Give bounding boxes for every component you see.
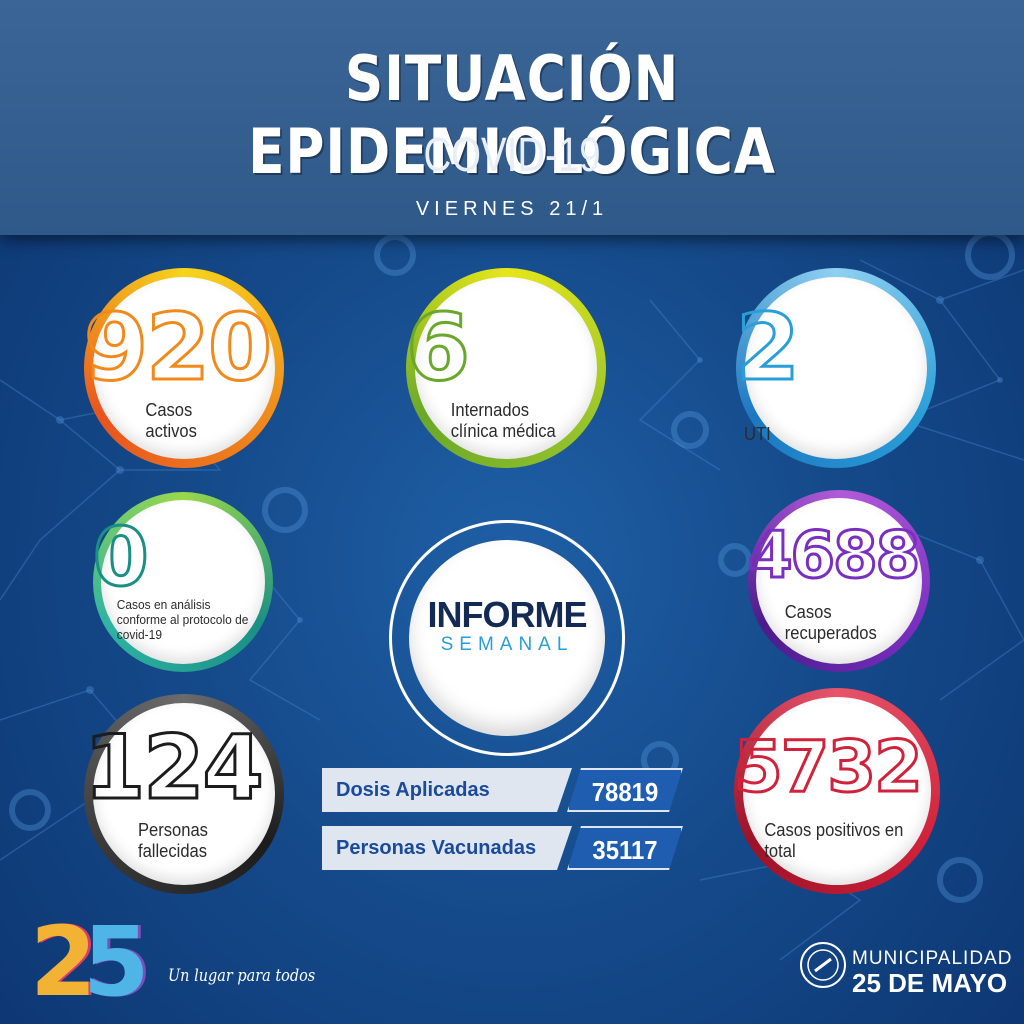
dosis-label: Dosis Aplicadas <box>322 768 572 812</box>
stat-label: UTI <box>744 424 771 444</box>
stat-label: Casos recuperados <box>784 602 877 643</box>
stat-fallecidas: 124 Personas fallecidas <box>83 694 284 894</box>
stat-value: 6 <box>405 294 472 401</box>
stat-value: 0 <box>92 511 151 604</box>
informe-circle <box>409 540 605 736</box>
page-title: SITUACIÓN EPIDEMIOLÓGICA <box>248 42 776 188</box>
header-banner: SITUACIÓN EPIDEMIOLÓGICA COVID-19 VIERNE… <box>0 0 1024 235</box>
stat-casos-activos: 920 Casos activos <box>83 268 284 468</box>
stat-label: Casos activos <box>145 400 197 441</box>
stat-circle <box>101 500 265 664</box>
stat-circle <box>745 277 927 459</box>
logo-25: 25 <box>30 912 150 1012</box>
personas-value: 35117 <box>567 826 683 870</box>
stat-value: 4688 <box>747 519 922 593</box>
municipality-name: MUNICIPALIDAD <box>852 948 1013 969</box>
report-date: VIERNES 21/1 <box>415 198 609 220</box>
stat-uti: 2 UTI <box>735 268 936 468</box>
stat-circle <box>93 277 275 459</box>
municipal-seal-icon <box>800 942 846 988</box>
informe-title: INFORME <box>427 594 588 635</box>
vacc-row-personas: Personas Vacunadas 35117 <box>322 826 692 870</box>
stat-internados: 6 Internados clínica médica <box>405 268 606 468</box>
stat-circle <box>93 703 275 885</box>
stat-circle <box>743 697 931 885</box>
stat-value: 2 <box>735 294 802 401</box>
slogan: Un lugar para todos <box>168 966 316 986</box>
stat-label: Casos positivos en total <box>764 820 904 861</box>
stat-en-analisis: 0 Casos en análisis conforme al protocol… <box>92 492 273 672</box>
informe-ring <box>389 520 625 756</box>
stat-positivos-total: 5732 Casos positivos en total <box>733 688 940 894</box>
stat-circle <box>756 498 922 664</box>
stat-label: Internados clínica médica <box>450 400 556 441</box>
stat-recuperados: 4688 Casos recuperados <box>747 490 930 672</box>
stat-label: Casos en análisis conforme al protocolo … <box>116 597 249 642</box>
stat-circle <box>415 277 597 459</box>
stat-value: 124 <box>83 716 266 819</box>
dosis-value: 78819 <box>567 768 683 812</box>
municipality-city: 25 DE MAYO <box>852 968 1008 998</box>
logo-digit-2: 2 <box>30 906 97 1018</box>
vacc-row-dosis: Dosis Aplicadas 78819 <box>322 768 692 812</box>
informe-subtitle: SEMANAL <box>440 634 574 655</box>
logo-digit-5: 5 <box>82 906 150 1018</box>
stat-value: 920 <box>83 294 274 401</box>
stat-value: 5732 <box>733 726 925 808</box>
personas-label: Personas Vacunadas <box>322 826 572 870</box>
stat-label: Personas fallecidas <box>138 820 208 861</box>
page-subtitle: COVID-19 <box>423 129 601 182</box>
